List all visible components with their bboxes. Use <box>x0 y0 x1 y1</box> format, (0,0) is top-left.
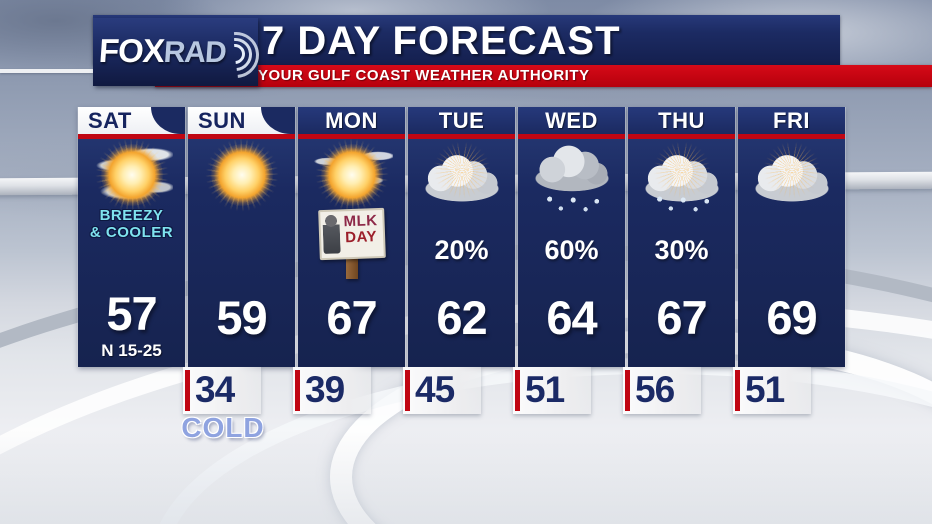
day-column-body: MLK DAY 67 <box>298 139 405 367</box>
red-tick <box>735 370 740 411</box>
day-column-body: 69 <box>738 139 845 367</box>
low-temp-card: 34 <box>183 367 261 414</box>
radar-waves-icon <box>203 22 269 88</box>
day-label: THU <box>628 107 735 134</box>
low-temp-card: 51 <box>733 367 811 414</box>
high-temp: 67 <box>326 291 377 344</box>
mostly-sunny-icon <box>310 141 393 209</box>
mlk-text: MLK DAY <box>340 212 381 246</box>
fox-logo-text: FOX <box>97 32 166 69</box>
weather-note: BREEZY & COOLER <box>78 207 185 242</box>
forecast-title: 7 DAY FORECAST <box>262 19 621 63</box>
low-temp-card: 39 <box>293 367 371 414</box>
header-swoosh <box>261 107 295 134</box>
low-temp: 56 <box>635 369 675 410</box>
day-column-sun: SUN 59 <box>188 107 295 367</box>
day-column-wed: WED 60% 64 <box>518 107 625 367</box>
studio-floor-shade <box>0 430 932 524</box>
mlk-figure <box>321 213 341 255</box>
cold-label: COLD <box>181 412 265 443</box>
low-temp-card: 45 <box>403 367 481 414</box>
header-divider <box>518 134 625 139</box>
low-temp: 34 <box>195 369 235 410</box>
station-tagline: YOUR GULF COAST WEATHER AUTHORITY <box>258 67 590 84</box>
header-swoosh <box>151 107 185 134</box>
low-temp: 45 <box>415 369 455 410</box>
precip-chance: 60% <box>544 235 599 265</box>
day-label: WED <box>518 107 625 134</box>
note-line2: & COOLER <box>89 224 174 242</box>
day-column-body: BREEZY & COOLER 57 N 15-25 <box>78 139 185 367</box>
day-label: TUE <box>408 107 515 134</box>
day-column-body: 30% 67 <box>628 139 735 367</box>
high-temp: 62 <box>436 291 487 344</box>
day-column-thu: THU 30% 67 <box>628 107 735 367</box>
red-tick <box>625 370 630 411</box>
wind-speed: N 15-25 <box>101 341 162 360</box>
header-divider <box>628 134 735 139</box>
high-temp: 59 <box>216 291 267 344</box>
mlk-sign: MLK DAY <box>317 207 386 261</box>
mlk-day-badge: MLK DAY <box>317 207 386 287</box>
rain-icon <box>530 141 613 209</box>
red-tick <box>185 370 190 411</box>
day-column-body: 59 <box>188 139 295 367</box>
precip-chance: 20% <box>434 235 489 265</box>
sun-icon <box>201 141 283 209</box>
precip-chance: 30% <box>654 235 709 265</box>
low-temp-card: 51 <box>513 367 591 414</box>
day-label: SAT <box>78 107 185 134</box>
day-column-body: 20% 62 <box>408 139 515 367</box>
high-temp: 57 <box>106 287 157 340</box>
header-divider <box>738 134 845 139</box>
low-temp: 51 <box>745 369 785 410</box>
day-column-fri: FRI 69 <box>738 107 845 367</box>
day-label-text: SAT <box>88 108 132 133</box>
red-tick <box>295 370 300 411</box>
low-temp: 39 <box>305 369 345 410</box>
red-tick <box>515 370 520 411</box>
day-label-text: SUN <box>198 108 246 133</box>
mlk-text-line2: DAY <box>344 227 377 246</box>
sun-showers-icon <box>640 141 723 209</box>
mostly-cloudy-icon <box>420 141 503 209</box>
day-column-mon: MON MLK DAY 67 <box>298 107 405 367</box>
partly-cloudy-windy-icon <box>90 141 173 209</box>
mostly-cloudy-icon <box>750 141 833 209</box>
day-label: SUN <box>188 107 295 134</box>
low-temp: 51 <box>525 369 565 410</box>
header-divider <box>408 134 515 139</box>
day-label: MON <box>298 107 405 134</box>
high-temp: 64 <box>546 291 597 344</box>
foxrad-logo-text: FOXRAD <box>98 32 228 70</box>
day-column-body: 60% 64 <box>518 139 625 367</box>
note-line1: BREEZY <box>99 207 164 224</box>
horizon-line <box>0 69 93 73</box>
day-label: FRI <box>738 107 845 134</box>
high-temp: 67 <box>656 291 707 344</box>
foxrad-logo: FOXRAD <box>93 18 269 88</box>
red-tick <box>405 370 410 411</box>
mlk-sign-post <box>345 257 358 279</box>
day-column-tue: TUE 20% 62 <box>408 107 515 367</box>
tagline-banner: YOUR GULF COAST WEATHER AUTHORITY <box>155 65 932 87</box>
day-column-sat: SAT BREEZY & COOLER 57 N 15-25 <box>78 107 185 367</box>
low-temp-card: 56 <box>623 367 701 414</box>
high-temp: 69 <box>766 291 817 344</box>
